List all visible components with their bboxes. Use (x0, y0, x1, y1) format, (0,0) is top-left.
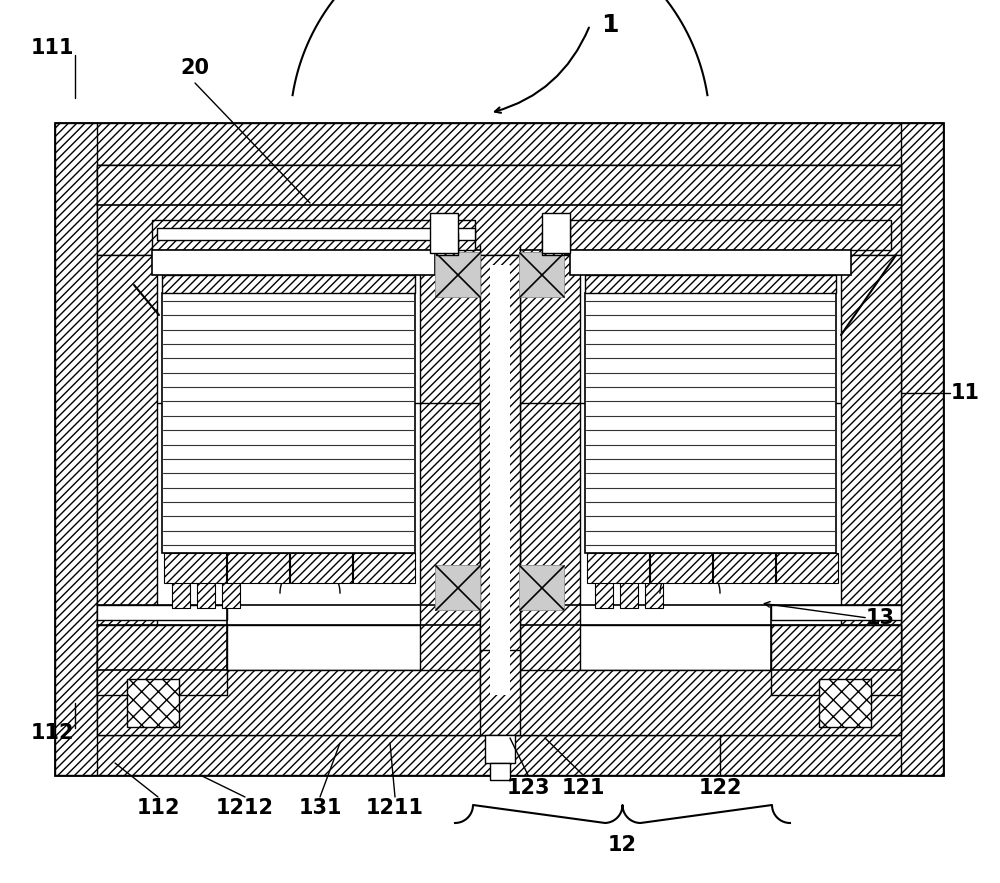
Polygon shape (436, 588, 480, 610)
Bar (97, 605, 227, 620)
Bar (353, 553, 415, 583)
Text: 121: 121 (561, 778, 605, 798)
Bar (430, 213, 458, 253)
Bar (97, 165, 901, 735)
Bar (436, 566, 480, 610)
Bar (420, 255, 480, 705)
Text: 12: 12 (608, 835, 637, 855)
Bar (172, 553, 190, 608)
Bar (127, 679, 179, 727)
Bar (841, 255, 901, 705)
Polygon shape (520, 566, 542, 610)
Bar (520, 253, 564, 297)
Bar (620, 553, 638, 608)
Bar (570, 250, 851, 275)
Polygon shape (458, 253, 480, 297)
Bar (97, 670, 901, 735)
Bar (585, 275, 836, 293)
Polygon shape (520, 275, 564, 297)
Polygon shape (458, 566, 480, 610)
Bar (55, 123, 943, 775)
Bar (55, 735, 943, 775)
Bar (490, 763, 510, 780)
Bar (587, 553, 649, 583)
Polygon shape (436, 253, 480, 275)
Bar (520, 566, 564, 610)
Bar (570, 220, 891, 250)
Bar (542, 233, 564, 255)
Bar (595, 553, 613, 608)
Bar (713, 553, 775, 583)
Bar (645, 553, 663, 608)
Text: 112: 112 (30, 723, 74, 743)
Text: 20: 20 (180, 58, 210, 78)
Text: 122: 122 (698, 778, 742, 798)
Bar (222, 553, 240, 608)
Bar (436, 253, 480, 297)
Bar (542, 213, 570, 253)
Bar (157, 228, 475, 240)
Bar (55, 123, 943, 165)
Bar (164, 553, 226, 583)
Bar (97, 165, 901, 255)
Text: 1: 1 (601, 13, 619, 37)
Text: 11: 11 (950, 383, 980, 403)
Polygon shape (542, 253, 564, 297)
Bar (97, 625, 901, 670)
Polygon shape (436, 253, 458, 297)
Bar (436, 233, 458, 255)
Text: 111: 111 (30, 38, 74, 58)
Bar (197, 553, 215, 608)
Polygon shape (436, 566, 458, 610)
Polygon shape (436, 566, 480, 588)
Bar (520, 255, 580, 705)
Polygon shape (520, 253, 564, 275)
Bar (776, 553, 838, 583)
Bar (97, 625, 227, 695)
Bar (901, 123, 943, 775)
Polygon shape (520, 588, 564, 610)
Bar (650, 553, 712, 583)
Polygon shape (436, 275, 480, 297)
Bar (585, 293, 836, 553)
Bar (819, 679, 871, 727)
Text: 123: 123 (506, 778, 550, 798)
Bar (162, 275, 415, 293)
Bar (55, 123, 97, 775)
Bar (480, 255, 520, 705)
Bar (152, 220, 475, 250)
Polygon shape (542, 566, 564, 610)
Polygon shape (520, 566, 564, 588)
Polygon shape (520, 253, 542, 297)
Bar (485, 735, 515, 763)
Bar (290, 553, 352, 583)
Text: 112: 112 (136, 798, 180, 818)
Text: 13: 13 (866, 608, 895, 628)
Bar (480, 650, 520, 735)
Bar (227, 553, 289, 583)
Bar (771, 625, 901, 695)
Bar (97, 255, 157, 705)
Bar (490, 265, 510, 695)
Bar (771, 605, 901, 620)
Text: 131: 131 (298, 798, 342, 818)
Text: 1212: 1212 (216, 798, 274, 818)
Bar (162, 293, 415, 553)
Bar (152, 250, 435, 275)
Text: 1211: 1211 (366, 798, 424, 818)
Bar (97, 165, 901, 205)
